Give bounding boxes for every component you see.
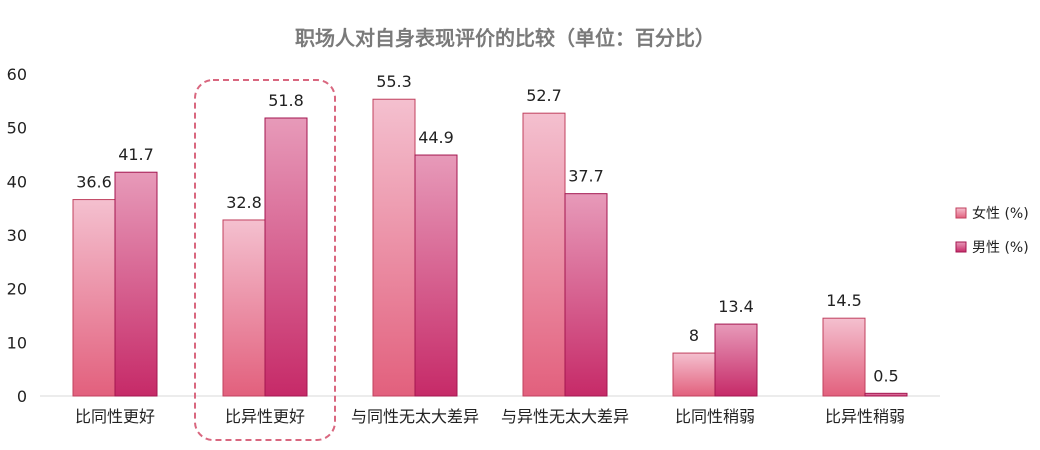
legend-swatch xyxy=(955,207,967,219)
data-label: 37.7 xyxy=(568,167,604,186)
x-tick-label: 与同性无太大差异 xyxy=(351,407,479,426)
data-label: 55.3 xyxy=(376,72,412,91)
data-label: 8 xyxy=(689,326,699,345)
highlight-box xyxy=(194,79,336,441)
y-tick-label: 40 xyxy=(7,172,27,191)
y-axis: 0 10 20 30 40 50 60 xyxy=(7,65,27,406)
data-label: 32.8 xyxy=(226,193,262,212)
bar xyxy=(564,193,608,397)
y-tick-label: 60 xyxy=(7,65,27,84)
bar xyxy=(114,171,158,397)
highlight-group xyxy=(194,79,336,441)
data-labels: 36.6 41.7 32.8 51.8 55.3 44.9 52.7 37.7 8 13.4 14.… xyxy=(76,72,899,385)
legend-label: 女性 (%) xyxy=(972,205,1029,222)
bar xyxy=(672,352,716,397)
data-label: 51.8 xyxy=(268,91,304,110)
bar xyxy=(822,317,866,397)
legend-label: 男性 (%) xyxy=(972,240,1029,256)
bar xyxy=(522,112,566,397)
data-label: 44.9 xyxy=(418,128,454,147)
bars xyxy=(72,98,908,397)
bar xyxy=(372,98,416,397)
y-tick-label: 50 xyxy=(7,119,27,138)
y-tick-label: 30 xyxy=(7,226,27,245)
x-tick-label: 比同性稍弱 xyxy=(675,407,755,426)
y-tick-label: 10 xyxy=(7,333,27,352)
bar xyxy=(714,323,758,397)
y-tick-label: 0 xyxy=(17,387,27,406)
data-label: 0.5 xyxy=(873,366,898,385)
bar xyxy=(414,154,458,397)
data-label: 41.7 xyxy=(118,145,154,164)
data-label: 36.6 xyxy=(76,173,112,192)
bar xyxy=(222,219,266,397)
data-label: 14.5 xyxy=(826,291,862,310)
bar xyxy=(72,199,116,397)
data-label: 13.4 xyxy=(718,297,754,316)
bar xyxy=(864,392,908,397)
legend-swatch xyxy=(955,241,967,253)
bar xyxy=(264,117,308,397)
data-label: 52.7 xyxy=(526,86,562,105)
x-tick-label: 比同性更好 xyxy=(75,407,155,426)
chart-title: 职场人对自身表现评价的比较（单位：百分比） xyxy=(295,26,715,50)
x-axis: 比同性更好 比异性更好 与同性无太大差异 与异性无太大差异 比同性稍弱 比异性稍弱 xyxy=(40,395,940,426)
y-tick-label: 20 xyxy=(7,280,27,299)
x-tick-label: 比异性稍弱 xyxy=(825,407,905,426)
x-tick-label: 比异性更好 xyxy=(225,407,305,426)
x-tick-label: 与异性无太大差异 xyxy=(501,407,629,426)
legend: 女性 (%) 男性 (%) xyxy=(955,205,1029,256)
